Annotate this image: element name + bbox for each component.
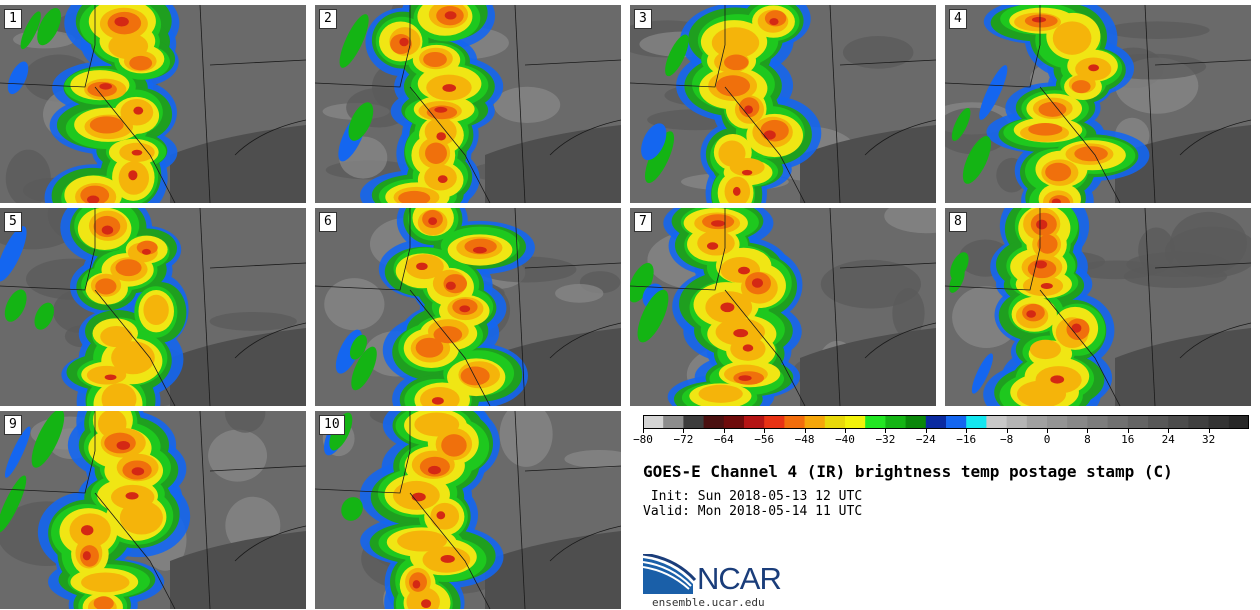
colorbar-tick [1168, 429, 1170, 433]
panel-number-label: 9 [4, 415, 22, 435]
colorbar-swatch [663, 415, 684, 429]
valid-time: Valid: Mon 2018-05-14 11 UTC [643, 504, 863, 519]
colorbar-tick-label: −72 [673, 433, 694, 446]
colorbar-tick [1047, 429, 1048, 433]
satellite-map [630, 5, 936, 203]
colorbar-tick-label: −24 [915, 433, 936, 446]
colorbar-swatch [986, 415, 1008, 429]
panel-number-label: 6 [319, 212, 337, 232]
logo-text: NCAR [697, 561, 782, 596]
colorbar-swatch [845, 415, 866, 429]
satellite-map [315, 411, 621, 609]
colorbar-tick [1127, 429, 1129, 433]
satellite-map [0, 5, 306, 203]
colorbar-swatch [885, 415, 907, 429]
panel-3: 3 [630, 5, 936, 203]
panel-2: 2 [315, 5, 621, 203]
colorbar-swatch [784, 415, 806, 429]
panel-8: 8 [945, 208, 1251, 406]
colorbar-tick [1208, 429, 1210, 433]
site-url: ensemble.ucar.edu [652, 596, 765, 609]
colorbar-tick [1087, 429, 1089, 433]
colorbar-ticks: −80 −72 −64 −56 −48 −40 −32 −24 −16 −8 0 8 16 24 32 [633, 429, 1249, 451]
colorbar-tick-label: 8 [1084, 433, 1091, 446]
colorbar-tick-label: −56 [754, 433, 775, 446]
colorbar-tick-label: −16 [956, 433, 977, 446]
init-time: Init: Sun 2018-05-13 12 UTC [643, 489, 863, 504]
panel-number-label: 10 [319, 415, 345, 435]
colorbar-swatch [723, 415, 745, 429]
colorbar-swatch [925, 415, 947, 429]
colorbar-swatch [1067, 415, 1088, 429]
satellite-map [0, 411, 306, 609]
satellite-map [0, 208, 306, 406]
satellite-map [315, 208, 621, 406]
colorbar [643, 415, 1249, 429]
colorbar-tick-label: −32 [875, 433, 896, 446]
colorbar-tick [804, 429, 806, 433]
colorbar-tick-label: −40 [835, 433, 855, 446]
colorbar-swatch [966, 415, 987, 429]
colorbar-swatch [703, 415, 725, 429]
panel-5: 5 [0, 208, 306, 406]
colorbar-swatch [905, 415, 927, 429]
ncar-logo-icon [643, 554, 697, 594]
colorbar-tick-label: −8 [999, 433, 1014, 446]
colorbar-swatch [744, 415, 765, 429]
colorbar-tick-label: −64 [713, 433, 734, 446]
colorbar-swatch [946, 415, 967, 429]
panel-7: 7 [630, 208, 936, 406]
figure-title: GOES-E Channel 4 (IR) brightness temp po… [643, 462, 1173, 481]
panel-number-label: 3 [634, 9, 652, 29]
colorbar-swatch [1148, 415, 1169, 429]
panel-number-label: 5 [4, 212, 22, 232]
colorbar-swatch [1208, 415, 1230, 429]
colorbar-tick-label: 24 [1161, 433, 1175, 446]
panel-4: 4 [945, 5, 1251, 203]
panel-number-label: 7 [634, 212, 652, 232]
colorbar-tick-label: −48 [794, 433, 815, 446]
colorbar-tick [925, 429, 927, 433]
satellite-map [630, 208, 936, 406]
satellite-map [945, 208, 1251, 406]
colorbar-tick-label: 0 [1043, 433, 1051, 446]
colorbar-swatch [683, 415, 705, 429]
colorbar-swatch [824, 415, 846, 429]
colorbar-tick [643, 429, 644, 433]
colorbar-swatch [1168, 415, 1189, 429]
colorbar-swatch [643, 415, 664, 429]
colorbar-swatch [1026, 415, 1048, 429]
colorbar-tick-label: 32 [1201, 433, 1216, 446]
panel-number-label: 4 [949, 9, 967, 29]
colorbar-tick [723, 429, 725, 433]
panel-number-label: 2 [319, 9, 337, 29]
colorbar-swatch [1047, 415, 1068, 429]
colorbar-swatch [1228, 415, 1249, 429]
colorbar-swatch [764, 415, 785, 429]
colorbar-tick [764, 429, 766, 433]
panel-10: 10 [315, 411, 621, 609]
colorbar-swatch [1087, 415, 1109, 429]
panel-number-label: 8 [949, 212, 967, 232]
colorbar-tick-label: 16 [1121, 433, 1135, 446]
panel-1: 1 [0, 5, 306, 203]
colorbar-tick [1006, 429, 1008, 433]
colorbar-swatch [1188, 415, 1210, 429]
colorbar-swatch [1006, 415, 1028, 429]
satellite-map [945, 5, 1251, 203]
panel-6: 6 [315, 208, 621, 406]
colorbar-tick [885, 429, 887, 433]
panel-number-label: 1 [4, 9, 22, 29]
colorbar-tick-label: −80 [633, 433, 653, 446]
colorbar-tick [966, 429, 968, 433]
colorbar-tick [845, 429, 846, 433]
colorbar-swatch [804, 415, 826, 429]
colorbar-swatch [1127, 415, 1149, 429]
colorbar-swatch [1107, 415, 1129, 429]
satellite-map [315, 5, 621, 203]
colorbar-tick [683, 429, 685, 433]
panel-9: 9 [0, 411, 306, 609]
colorbar-swatch [865, 415, 886, 429]
